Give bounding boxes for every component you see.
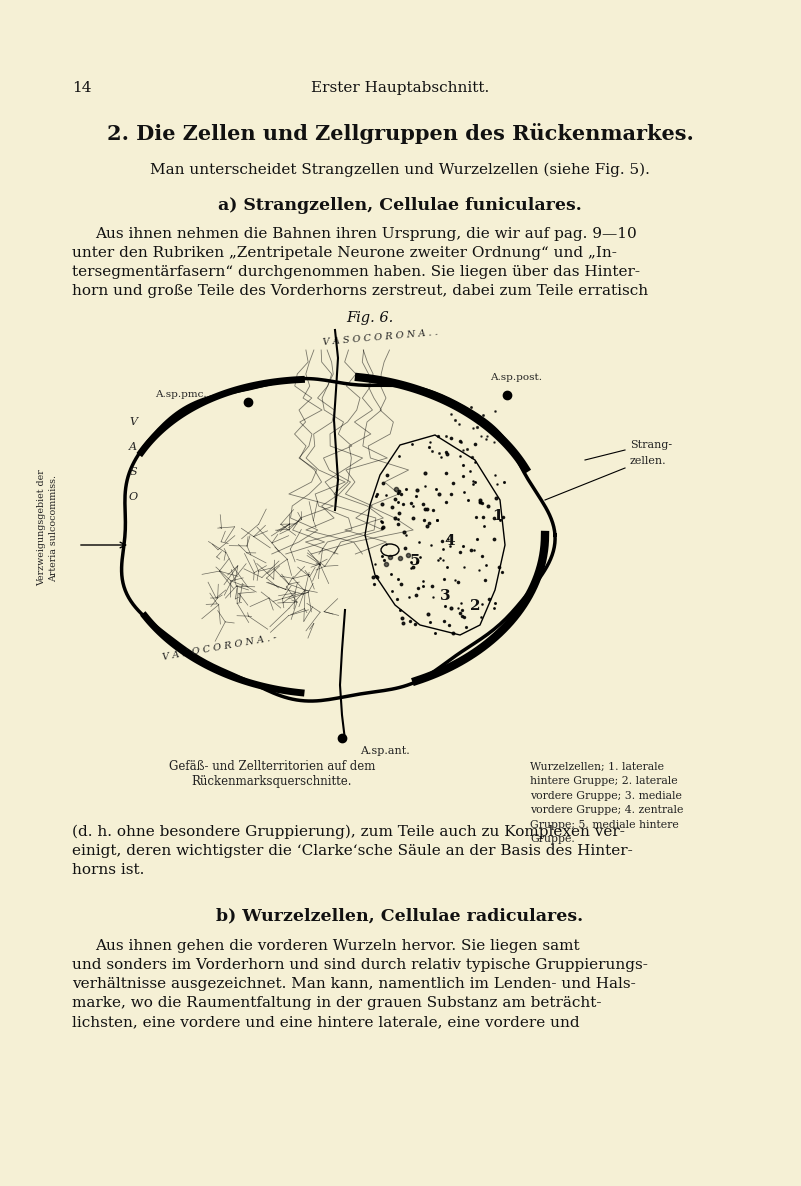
Text: marke, wo die Raumentfaltung in der grauen Substanz am beträcht-: marke, wo die Raumentfaltung in der grau… — [72, 996, 602, 1010]
Text: und sonders im Vorderhorn und sind durch relativ typische Gruppierungs-: und sonders im Vorderhorn und sind durch… — [72, 958, 648, 973]
Text: A.sp.pmc.: A.sp.pmc. — [155, 390, 207, 398]
Text: Man unterscheidet Strangzellen und Wurzelzellen (siehe Fig. 5).: Man unterscheidet Strangzellen und Wurze… — [150, 162, 650, 177]
Text: V: V — [129, 417, 137, 427]
Text: a) Strangzellen, Cellulae funiculares.: a) Strangzellen, Cellulae funiculares. — [218, 197, 582, 213]
Text: A.sp.ant.: A.sp.ant. — [360, 746, 410, 755]
Text: 14: 14 — [72, 81, 91, 95]
Text: Strang-: Strang- — [630, 440, 672, 449]
Text: unter den Rubriken „Zentripetale Neurone zweiter Ordnung“ und „In-: unter den Rubriken „Zentripetale Neurone… — [72, 246, 617, 260]
Text: Aus ihnen gehen die vorderen Wurzeln hervor. Sie liegen samt: Aus ihnen gehen die vorderen Wurzeln her… — [95, 939, 580, 954]
Text: 3: 3 — [440, 589, 450, 602]
Text: horns ist.: horns ist. — [72, 863, 144, 876]
Text: Rückenmarksquerschnitte.: Rückenmarksquerschnitte. — [191, 774, 352, 788]
Text: S: S — [129, 467, 137, 477]
Text: tersegmentärfasern“ durchgenommen haben. Sie liegen über das Hinter-: tersegmentärfasern“ durchgenommen haben.… — [72, 264, 640, 279]
Text: A.sp.post.: A.sp.post. — [490, 374, 542, 382]
Text: V A S O C O R O N A . -: V A S O C O R O N A . - — [163, 633, 278, 662]
Text: horn und große Teile des Vorderhorns zerstreut, dabei zum Teile erratisch: horn und große Teile des Vorderhorns zer… — [72, 283, 648, 298]
Text: Verzweigungsgebiet der: Verzweigungsgebiet der — [38, 470, 46, 586]
Text: Wurzelzellen; 1. laterale
hintere Gruppe; 2. laterale
vordere Gruppe; 3. mediale: Wurzelzellen; 1. laterale hintere Gruppe… — [530, 761, 683, 844]
Text: zellen.: zellen. — [630, 455, 666, 466]
Text: A: A — [129, 442, 137, 452]
Text: b) Wurzelzellen, Cellulae radiculares.: b) Wurzelzellen, Cellulae radiculares. — [216, 907, 584, 924]
Text: Erster Hauptabschnitt.: Erster Hauptabschnitt. — [311, 81, 489, 95]
Text: Fig. 6.: Fig. 6. — [346, 311, 393, 325]
Text: (d. h. ohne besondere Gruppierung), zum Teile auch zu Komplexen ver-: (d. h. ohne besondere Gruppierung), zum … — [72, 824, 625, 839]
Text: Arteria sulcocommiss.: Arteria sulcocommiss. — [50, 474, 58, 581]
Text: 4: 4 — [445, 534, 455, 548]
Text: 2. Die Zellen und Zellgruppen des Rückenmarkes.: 2. Die Zellen und Zellgruppen des Rücken… — [107, 123, 694, 144]
Text: 5: 5 — [410, 554, 421, 568]
Text: 1: 1 — [493, 509, 503, 523]
Text: O: O — [128, 492, 138, 502]
Text: Gefäß- und Zellterritorien auf dem: Gefäß- und Zellterritorien auf dem — [169, 760, 375, 773]
Text: lichsten, eine vordere und eine hintere laterale, eine vordere und: lichsten, eine vordere und eine hintere … — [72, 1015, 580, 1029]
Text: einigt, deren wichtigster die ‘Clarke‘sche Säule an der Basis des Hinter-: einigt, deren wichtigster die ‘Clarke‘sc… — [72, 844, 633, 857]
Text: verhältnisse ausgezeichnet. Man kann, namentlich im Lenden- und Hals-: verhältnisse ausgezeichnet. Man kann, na… — [72, 977, 636, 991]
Text: V A S O C O R O N A . .: V A S O C O R O N A . . — [322, 329, 438, 347]
Text: 2: 2 — [469, 599, 481, 613]
Text: Aus ihnen nehmen die Bahnen ihren Ursprung, die wir auf pag. 9—10: Aus ihnen nehmen die Bahnen ihren Urspru… — [95, 227, 637, 241]
